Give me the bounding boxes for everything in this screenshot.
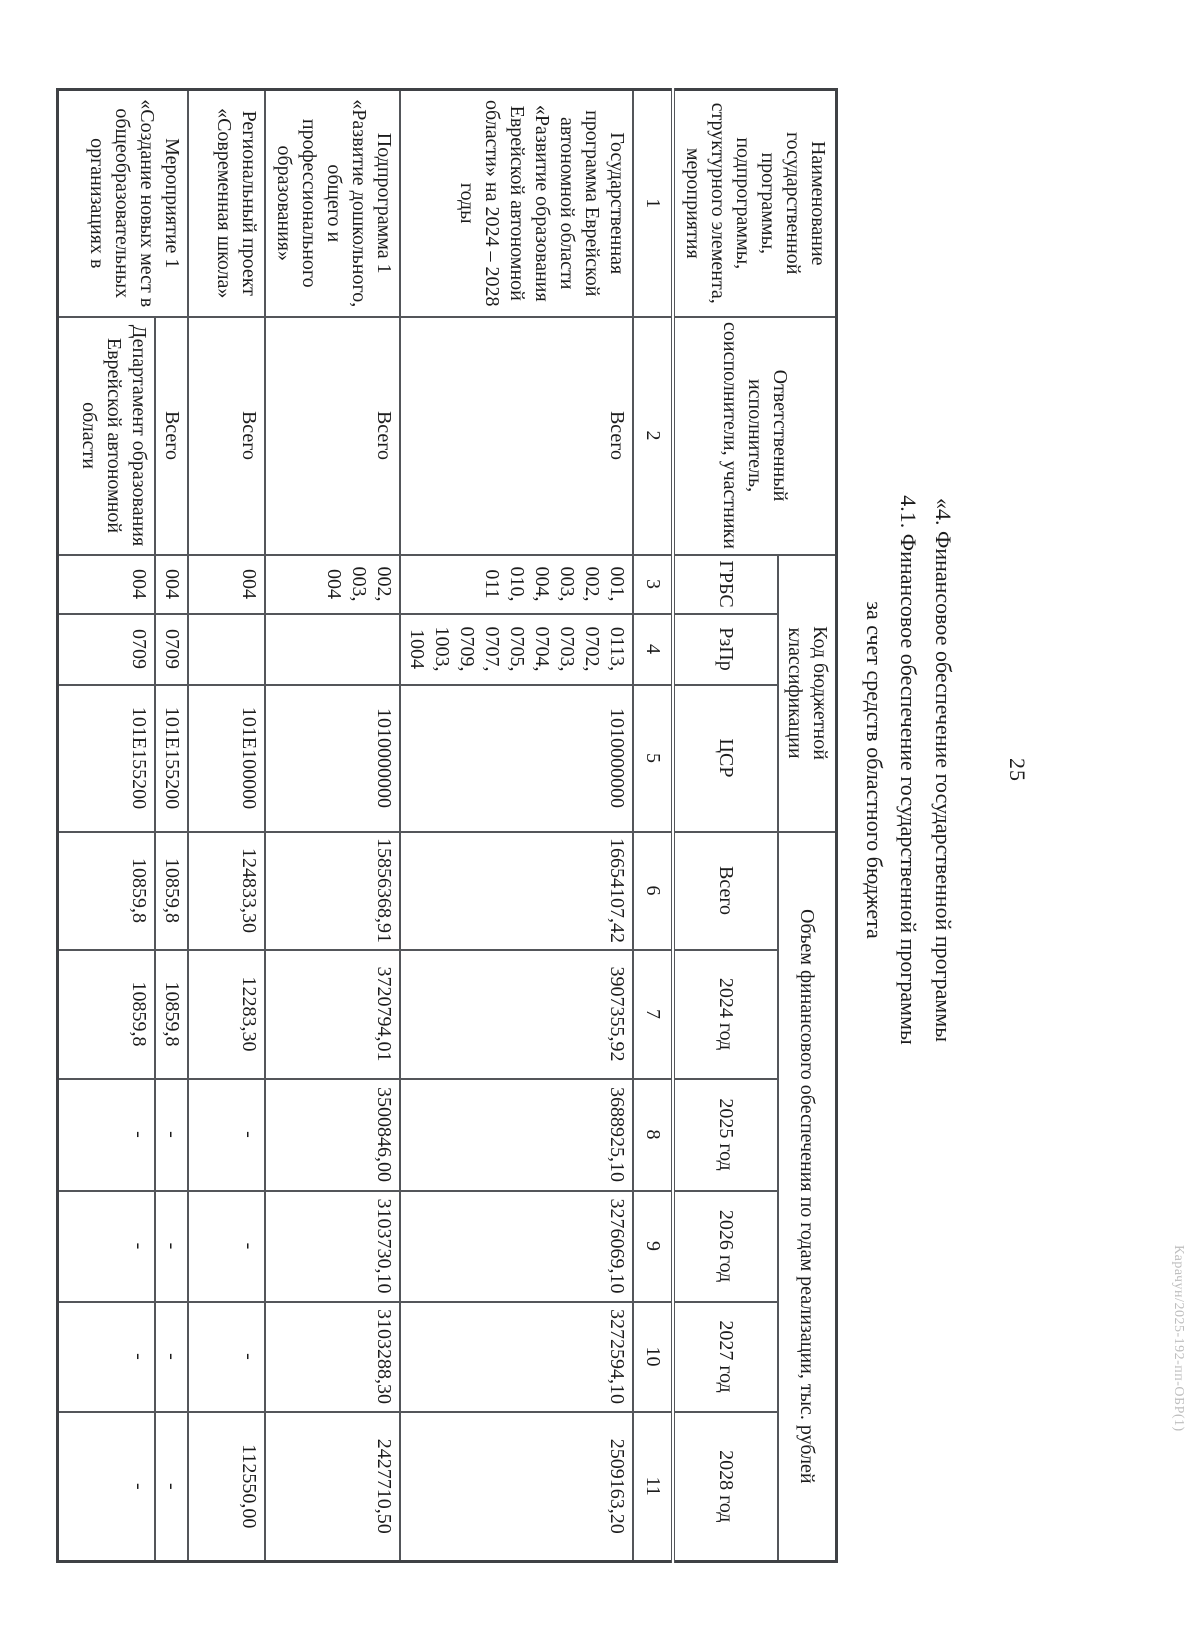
- header-year-2028: 2028 год: [673, 1411, 778, 1562]
- header-total: Всего: [673, 831, 778, 950]
- cell-2028: -: [58, 1411, 155, 1562]
- col-number: 11: [633, 1411, 673, 1562]
- col-number: 2: [633, 316, 673, 555]
- table-row-regional-project: Региональный проект «Современная школа» …: [188, 89, 265, 1562]
- cell-2026: -: [155, 1190, 188, 1302]
- cell-2025: 3500846,00: [265, 1078, 400, 1191]
- header-year-2024: 2024 год: [673, 949, 778, 1079]
- cell-rzpr: 0113, 0702, 0703, 0704, 0705, 0707, 0709…: [400, 613, 633, 685]
- header-program-name: Наименование государственной программы, …: [673, 89, 837, 317]
- cell-program-name: Региональный проект «Современная школа»: [188, 89, 265, 317]
- cell-2024: 3907355,92: [400, 949, 633, 1079]
- cell-grbs: 002, 003, 004: [265, 554, 400, 614]
- header-budget-classification: Код бюджетной классификации: [778, 554, 837, 832]
- col-number: 5: [633, 684, 673, 832]
- cell-grbs: 004: [58, 554, 155, 614]
- col-number: 7: [633, 949, 673, 1079]
- cell-2027: -: [58, 1301, 155, 1412]
- cell-rzpr: 0709: [58, 613, 155, 685]
- page-number: 25: [1005, 758, 1030, 782]
- header-grbs: ГРБС: [673, 554, 778, 614]
- document-title-line1: «4. Финансовое обеспечение государственн…: [931, 497, 956, 1043]
- cell-total: 124833,30: [188, 831, 265, 950]
- cell-executor: Всего: [188, 316, 265, 555]
- table-row-state-program: Государственная программа Еврейской авто…: [400, 89, 633, 1562]
- cell-2028: 2427710,50: [265, 1411, 400, 1562]
- cell-2027: -: [188, 1301, 265, 1412]
- col-number: 6: [633, 831, 673, 950]
- cell-2028: -: [155, 1411, 188, 1562]
- header-rzpr: РзПр: [673, 613, 778, 685]
- cell-grbs: 004: [188, 554, 265, 614]
- cell-2027: 3272594,10: [400, 1301, 633, 1412]
- col-number: 1: [633, 89, 673, 317]
- document-title-line2: 4.1. Финансовое обеспечение государствен…: [896, 495, 921, 1045]
- cell-program-name: Государственная программа Еврейской авто…: [400, 89, 633, 317]
- cell-2025: -: [58, 1078, 155, 1191]
- cell-executor: Всего: [400, 316, 633, 555]
- col-number: 4: [633, 613, 673, 685]
- cell-2026: 3103730,10: [265, 1190, 400, 1302]
- col-number: 10: [633, 1301, 673, 1412]
- cell-rzpr: 0709: [155, 613, 188, 685]
- cell-rzpr: [265, 613, 400, 685]
- cell-2024: 3720794,01: [265, 949, 400, 1079]
- cell-program-name: Мероприятие 1 «Создание новых мест в общ…: [58, 89, 188, 317]
- document-title-line3: за счет средств областного бюджета: [862, 601, 887, 939]
- cell-2024: 12283,30: [188, 949, 265, 1079]
- cell-2026: -: [188, 1190, 265, 1302]
- cell-2025: -: [188, 1078, 265, 1191]
- cell-2027: -: [155, 1301, 188, 1412]
- cell-2024: 10859,8: [155, 949, 188, 1079]
- cell-total: 16654107,42: [400, 831, 633, 950]
- cell-rzpr: [188, 613, 265, 685]
- col-number: 9: [633, 1190, 673, 1302]
- cell-2024: 10859,8: [58, 949, 155, 1079]
- cell-csr: 1010000000: [400, 684, 633, 832]
- cell-executor: Всего: [265, 316, 400, 555]
- cell-csr: 101E155200: [58, 684, 155, 832]
- cell-2025: -: [155, 1078, 188, 1191]
- cell-2025: 3688925,10: [400, 1078, 633, 1191]
- cell-program-name: Подпрограмма 1 «Развитие дошкольного, об…: [265, 89, 400, 317]
- finance-table: Наименование государственной программы, …: [56, 88, 838, 1564]
- table-row-measure-1-total: Мероприятие 1 «Создание новых мест в общ…: [58, 89, 188, 1562]
- cell-total: 10859,8: [58, 831, 155, 950]
- header-year-2026: 2026 год: [673, 1190, 778, 1302]
- cell-2028: 112550,00: [188, 1411, 265, 1562]
- col-number: 3: [633, 554, 673, 614]
- table-row-subprogram-1: Подпрограмма 1 «Развитие дошкольного, об…: [265, 89, 400, 1562]
- cell-executor: Всего: [155, 316, 188, 555]
- cell-csr: 101E155200: [155, 684, 188, 832]
- cell-executor: Департамент образования Еврейской автоно…: [58, 316, 155, 555]
- cell-grbs: 004: [155, 554, 188, 614]
- header-csr: ЦСР: [673, 684, 778, 832]
- header-finance-volume: Объем финансового обеспечения по годам р…: [778, 831, 837, 1562]
- cell-grbs: 001, 002, 003, 004, 010, 011: [400, 554, 633, 614]
- cell-2026: 3276069,10: [400, 1190, 633, 1302]
- column-number-row: 1 2 3 4 5 6 7 8 9 10 11: [633, 89, 673, 1562]
- cell-2027: 3103288,30: [265, 1301, 400, 1412]
- cell-2026: -: [58, 1190, 155, 1302]
- header-executor: Ответственный исполнитель, соисполнители…: [673, 316, 837, 555]
- header-year-2025: 2025 год: [673, 1078, 778, 1191]
- col-number: 8: [633, 1078, 673, 1191]
- cell-2028: 2509163,20: [400, 1411, 633, 1562]
- cell-csr: 1010000000: [265, 684, 400, 832]
- cell-csr: 101E100000: [188, 684, 265, 832]
- document-footnote: Карачун/2025-192-пп-ОБР(1): [1171, 1245, 1186, 1432]
- cell-total: 15856368,91: [265, 831, 400, 950]
- header-year-2027: 2027 год: [673, 1301, 778, 1412]
- cell-total: 10859,8: [155, 831, 188, 950]
